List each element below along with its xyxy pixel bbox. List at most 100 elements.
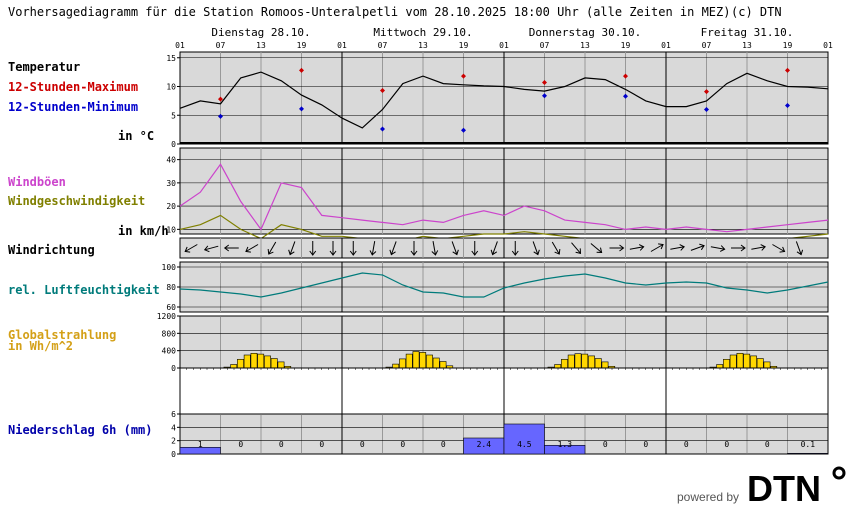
max12-point — [542, 79, 547, 85]
radiation-bar — [399, 358, 406, 369]
wind-direction-label: Windrichtung — [8, 243, 95, 257]
radiation-bar — [419, 352, 427, 369]
radiation-bar — [729, 354, 737, 369]
humidity-tick-label: 100 — [162, 263, 177, 272]
radiation-bar — [601, 361, 609, 369]
radiation-bar — [723, 358, 730, 369]
min12-point — [704, 107, 709, 112]
wind-arrow-icon — [309, 241, 317, 256]
radiation-bar — [412, 351, 420, 369]
temperature-tick-label: 5 — [171, 111, 176, 120]
min12-point — [623, 93, 628, 99]
precip-value-label: 0 — [360, 440, 365, 449]
radiation-bar — [554, 364, 562, 369]
hour-tick-label: 13 — [580, 41, 590, 50]
wind-tick-label: 20 — [166, 202, 176, 211]
wind-tick-label: 40 — [166, 156, 176, 165]
wind-arrow-icon — [551, 241, 561, 255]
wind-arrow-icon — [751, 244, 766, 251]
hour-tick-label: 19 — [297, 41, 307, 50]
wind-arrow-icon — [245, 244, 259, 253]
hour-tick-label: 01 — [337, 41, 347, 50]
radiation-tick-label: 1200 — [157, 312, 176, 321]
hour-tick-label: 01 — [823, 41, 833, 50]
temp-unit-label: in °C — [118, 129, 154, 143]
radiation-bar — [432, 357, 440, 369]
precip-value-label: 0 — [400, 440, 405, 449]
hour-tick-label: 13 — [742, 41, 752, 50]
precip-bar — [179, 446, 221, 455]
copyright: (c) DTN — [731, 5, 782, 19]
max12-point — [218, 96, 223, 102]
wind-arrow-icon — [710, 245, 726, 252]
hour-tick-label: 13 — [256, 41, 266, 50]
wind-arrow-icon — [490, 241, 498, 256]
max12-point — [785, 67, 790, 73]
radiation-tick-label: 400 — [162, 347, 177, 356]
precip-value-label: 1.3 — [558, 440, 573, 449]
radiation-bar — [716, 364, 724, 369]
wind-arrow-icon — [451, 241, 459, 256]
hour-tick-label: 19 — [459, 41, 469, 50]
wind-tick-label: 30 — [166, 179, 176, 188]
hour-tick-label: 19 — [621, 41, 631, 50]
precip-value-label: 0.1 — [801, 440, 816, 449]
precip-bar — [787, 452, 829, 455]
max12-point — [704, 89, 709, 95]
radiation-bar — [588, 355, 595, 369]
wind-arrow-icon — [590, 243, 603, 254]
radiation-bar — [250, 352, 258, 369]
wind-arrow-icon — [650, 243, 664, 252]
radiation-bar — [763, 361, 771, 369]
hour-tick-label: 13 — [418, 41, 428, 50]
precip-value-label: 0 — [603, 440, 608, 449]
hour-tick-label: 01 — [499, 41, 509, 50]
temperature-tick-label: 0 — [171, 140, 176, 149]
gust-label: Windböen — [8, 175, 66, 189]
precip-value-label: 1 — [198, 440, 203, 449]
radiation-bar — [237, 358, 244, 369]
wind-arrow-icon — [609, 244, 625, 252]
gust-line — [179, 163, 829, 233]
day-label: Mittwoch 29.10. — [373, 26, 472, 39]
max12-point — [299, 67, 304, 73]
radiation-bar — [392, 363, 400, 369]
humidity-tick-label: 80 — [166, 283, 176, 292]
min12-label: 12-Stunden-Minimum — [8, 100, 138, 114]
min12-point — [785, 102, 790, 108]
wind-speed-label: Windgeschwindigkeit — [8, 194, 145, 208]
day-label: Freitag 31.10. — [701, 26, 794, 39]
min12-point — [299, 106, 304, 112]
day-label: Donnerstag 30.10. — [529, 26, 642, 39]
radiation-bar — [264, 355, 271, 369]
radiation-bar — [736, 352, 744, 369]
wind-arrow-icon — [795, 241, 804, 256]
max12-point — [461, 73, 466, 79]
precip-value-label: 0 — [724, 440, 729, 449]
wind-arrow-icon — [571, 242, 582, 255]
wind-tick-label: 10 — [166, 225, 176, 234]
radiation-bar — [243, 354, 251, 369]
wind-arrow-icon — [369, 241, 377, 256]
wind-arrow-icon — [329, 241, 337, 256]
day-labels: Dienstag 28.10. Mittwoch 29.10. Donnerstag… — [211, 26, 793, 39]
hour-tick-label: 07 — [216, 41, 226, 50]
humidity-label: rel. Luftfeuchtigkeit — [8, 283, 160, 297]
precip-bar — [544, 444, 586, 455]
wind-arrow-icon — [690, 243, 705, 251]
hour-tick-label: 07 — [378, 41, 388, 50]
humidity-tick-label: 60 — [166, 303, 176, 312]
powered-by-text: powered by — [677, 490, 739, 504]
radiation-bar — [743, 353, 751, 369]
min12-point — [461, 127, 466, 133]
wind-arrow-icon — [431, 241, 439, 256]
wind-arrow-icon — [471, 241, 479, 256]
min12-point — [218, 113, 223, 119]
precip-value-label: 0 — [279, 440, 284, 449]
wind-arrow-icon — [184, 244, 198, 253]
temperature-tick-label: 15 — [166, 54, 176, 63]
wind-arrow-icon — [410, 241, 418, 256]
day-label: Dienstag 28.10. — [211, 26, 310, 39]
precip-value-label: 0 — [684, 440, 689, 449]
